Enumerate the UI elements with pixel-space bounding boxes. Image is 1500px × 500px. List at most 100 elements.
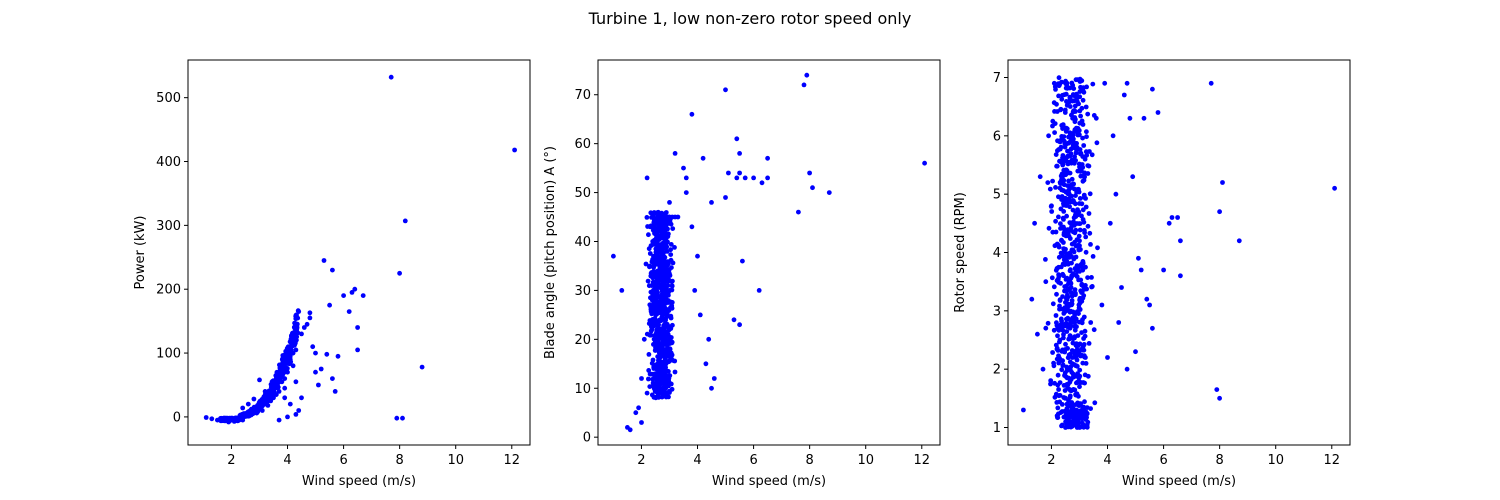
scatter-point bbox=[653, 219, 658, 225]
scatter-point bbox=[1076, 264, 1082, 270]
scatter-point bbox=[223, 416, 229, 422]
scatter-point bbox=[1082, 328, 1088, 334]
scatter-point bbox=[1051, 80, 1057, 86]
scatter-point bbox=[1116, 320, 1122, 325]
y-tick-label: 20 bbox=[574, 333, 591, 348]
scatter-point bbox=[1064, 408, 1070, 414]
scatter-point bbox=[681, 165, 686, 171]
scatter-point bbox=[1064, 329, 1070, 334]
scatter-point bbox=[672, 369, 678, 375]
scatter-point bbox=[1119, 285, 1124, 290]
scatter-point bbox=[229, 415, 234, 421]
scatter-point bbox=[653, 348, 658, 353]
y-tick-label: 6 bbox=[993, 129, 1001, 144]
scatter-point bbox=[1057, 355, 1062, 361]
scatter-point bbox=[1083, 264, 1088, 270]
scatter-point bbox=[670, 260, 676, 266]
scatter-point bbox=[341, 293, 346, 298]
scatter-point bbox=[1074, 150, 1079, 156]
scatter-point bbox=[1065, 346, 1070, 351]
scatter-point bbox=[1054, 413, 1060, 419]
scatter-point bbox=[1057, 185, 1063, 191]
y-tick-label: 0 bbox=[583, 431, 591, 446]
scatter-point bbox=[1075, 125, 1081, 131]
scatter-point bbox=[664, 382, 670, 388]
scatter-point bbox=[656, 322, 661, 328]
scatter-point bbox=[1059, 423, 1064, 429]
scatter-point bbox=[666, 292, 671, 298]
scatter-point bbox=[651, 257, 656, 263]
scatter-point bbox=[352, 286, 358, 292]
scatter-point bbox=[290, 350, 296, 356]
scatter-point bbox=[1076, 342, 1082, 348]
scatter-point bbox=[1071, 374, 1076, 380]
scatter-point bbox=[1077, 227, 1083, 233]
scatter-point bbox=[647, 302, 653, 308]
scatter-point bbox=[672, 245, 677, 250]
scatter-point bbox=[1166, 220, 1172, 226]
scatter-point bbox=[648, 270, 654, 276]
scatter-point bbox=[1068, 134, 1074, 140]
scatter-point bbox=[293, 313, 299, 319]
scatter-point bbox=[1059, 96, 1065, 102]
scatter-point bbox=[653, 338, 659, 343]
scatter-point bbox=[1147, 302, 1152, 308]
x-tick-label: 10 bbox=[1267, 453, 1284, 468]
scatter-point bbox=[1055, 148, 1060, 154]
scatter-point bbox=[1072, 287, 1078, 292]
scatter-point bbox=[672, 358, 678, 364]
scatter-point bbox=[1089, 284, 1094, 290]
scatter-point bbox=[646, 283, 652, 289]
scatter-point bbox=[723, 87, 728, 93]
scatter-point bbox=[1058, 221, 1063, 227]
scatter-point bbox=[1072, 327, 1078, 333]
scatter-point bbox=[1069, 157, 1075, 163]
scatter-point bbox=[657, 377, 663, 383]
scatter-points bbox=[203, 74, 517, 425]
scatter-point bbox=[1063, 341, 1068, 347]
scatter-point bbox=[658, 247, 663, 253]
scatter-point bbox=[1079, 201, 1085, 207]
scatter-point bbox=[1077, 425, 1082, 430]
scatter-point bbox=[661, 376, 667, 382]
scatter-point bbox=[1052, 130, 1057, 136]
scatter-point bbox=[1037, 174, 1043, 180]
scatter-point bbox=[759, 180, 765, 186]
scatter-point bbox=[1074, 419, 1080, 425]
scatter-point bbox=[650, 380, 656, 386]
scatter-point bbox=[1063, 189, 1069, 195]
scatter-point bbox=[672, 151, 678, 156]
scatter-point bbox=[293, 379, 299, 385]
scatter-point bbox=[1068, 308, 1074, 314]
scatter-point bbox=[1079, 416, 1085, 422]
scatter-point bbox=[1178, 273, 1183, 279]
scatter-point bbox=[650, 357, 656, 363]
y-tick-label: 4 bbox=[993, 246, 1001, 261]
scatter-point bbox=[659, 381, 665, 386]
scatter-point bbox=[1053, 342, 1059, 348]
scatter-point bbox=[1087, 149, 1092, 154]
scatter-point bbox=[321, 258, 327, 263]
scatter-point bbox=[1045, 320, 1051, 326]
scatter-point bbox=[1072, 230, 1078, 236]
scatter-point bbox=[647, 263, 653, 269]
scatter-point bbox=[1089, 152, 1095, 158]
scatter-point bbox=[826, 190, 832, 196]
scatter-point bbox=[1080, 380, 1086, 385]
scatter-point bbox=[1080, 317, 1085, 322]
scatter-point bbox=[807, 170, 812, 176]
scatter-point bbox=[669, 283, 675, 289]
scatter-point bbox=[651, 263, 657, 268]
scatter-point bbox=[810, 185, 815, 191]
scatter-point bbox=[1049, 203, 1054, 209]
scatter-point bbox=[301, 325, 307, 330]
scatter-point bbox=[1081, 424, 1087, 430]
scatter-point bbox=[1083, 355, 1088, 360]
scatter-point bbox=[1059, 225, 1064, 231]
scatter-point bbox=[1073, 201, 1078, 207]
y-tick-label: 100 bbox=[156, 347, 181, 362]
scatter-point bbox=[1062, 284, 1068, 289]
scatter-point bbox=[1063, 425, 1068, 430]
scatter-point bbox=[1085, 419, 1091, 425]
scatter-points bbox=[611, 72, 927, 433]
